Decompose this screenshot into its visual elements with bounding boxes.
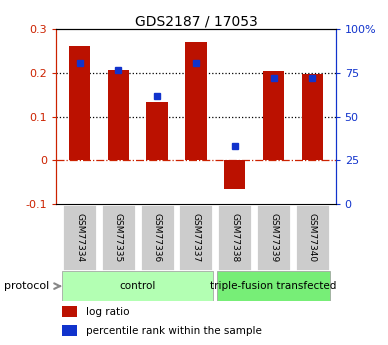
Text: GSM77334: GSM77334 [75,213,84,262]
Bar [224,160,246,189]
Bar [62,204,97,271]
Bar [185,42,206,160]
Text: protocol: protocol [4,281,49,291]
Text: GSM77335: GSM77335 [114,213,123,262]
Bar [217,204,252,271]
Bar [62,271,213,301]
Bar [140,204,175,271]
Text: log ratio: log ratio [86,307,129,317]
Text: percentile rank within the sample: percentile rank within the sample [86,326,262,336]
Text: GSM77336: GSM77336 [152,213,162,262]
Bar [69,46,90,160]
Bar [256,204,291,271]
Bar [178,204,213,271]
Bar [62,306,77,317]
Bar [107,70,129,160]
Bar [263,71,284,160]
Bar [217,271,330,301]
Text: GSM77337: GSM77337 [191,213,201,262]
Bar [302,75,323,160]
Text: GSM77338: GSM77338 [230,213,239,262]
Bar [101,204,136,271]
Bar [295,204,330,271]
Bar [147,102,168,160]
Text: GSM77339: GSM77339 [269,213,278,262]
Bar [62,325,77,336]
Title: GDS2187 / 17053: GDS2187 / 17053 [135,14,257,28]
Text: control: control [120,281,156,291]
Text: GSM77340: GSM77340 [308,213,317,262]
Text: triple-fusion transfected: triple-fusion transfected [210,281,337,291]
